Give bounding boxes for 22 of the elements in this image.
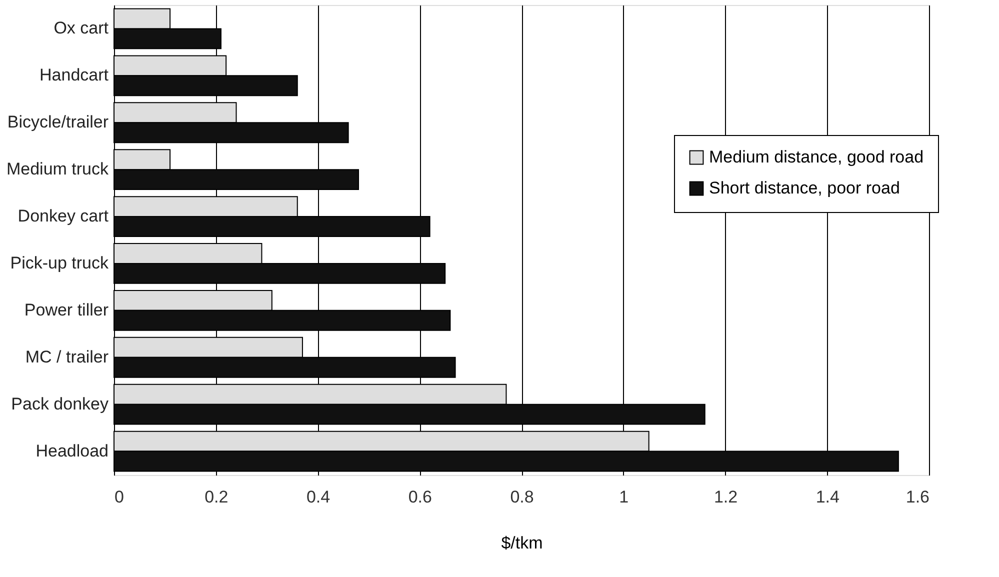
x-tick-label: 1.6	[906, 488, 930, 506]
x-tick-label: 1	[619, 488, 629, 506]
x-axis-title: $/tkm	[501, 534, 543, 552]
x-tick-label: 1.2	[714, 488, 738, 506]
x-tick-label: 0.4	[306, 488, 330, 506]
y-tick-label: Medium truck	[6, 160, 109, 179]
legend-label: Short distance, poor road	[709, 178, 900, 198]
y-tick-label: Ox cart	[54, 18, 109, 38]
y-tick-label: Bicycle/trailer	[7, 112, 109, 132]
x-tick-label: 1.4	[816, 488, 840, 506]
y-tick-label: Handcart	[40, 66, 109, 85]
y-tick-label: Donkey cart	[18, 206, 109, 226]
y-tick-label: Headload	[36, 441, 108, 460]
x-tick-label: 0.6	[408, 488, 432, 506]
y-tick-label: Power tiller	[24, 300, 109, 320]
y-tick-label: Pick-up truck	[10, 253, 109, 272]
y-tick-label: Pack donkey	[11, 394, 109, 414]
y-tick-label: MC / trailer	[25, 347, 109, 366]
legend-label: Medium distance, good road	[709, 148, 924, 166]
x-tick-label: 0.8	[510, 488, 534, 506]
x-tick-label: 0.2	[204, 488, 228, 506]
x-tick-label: 0	[114, 488, 124, 506]
